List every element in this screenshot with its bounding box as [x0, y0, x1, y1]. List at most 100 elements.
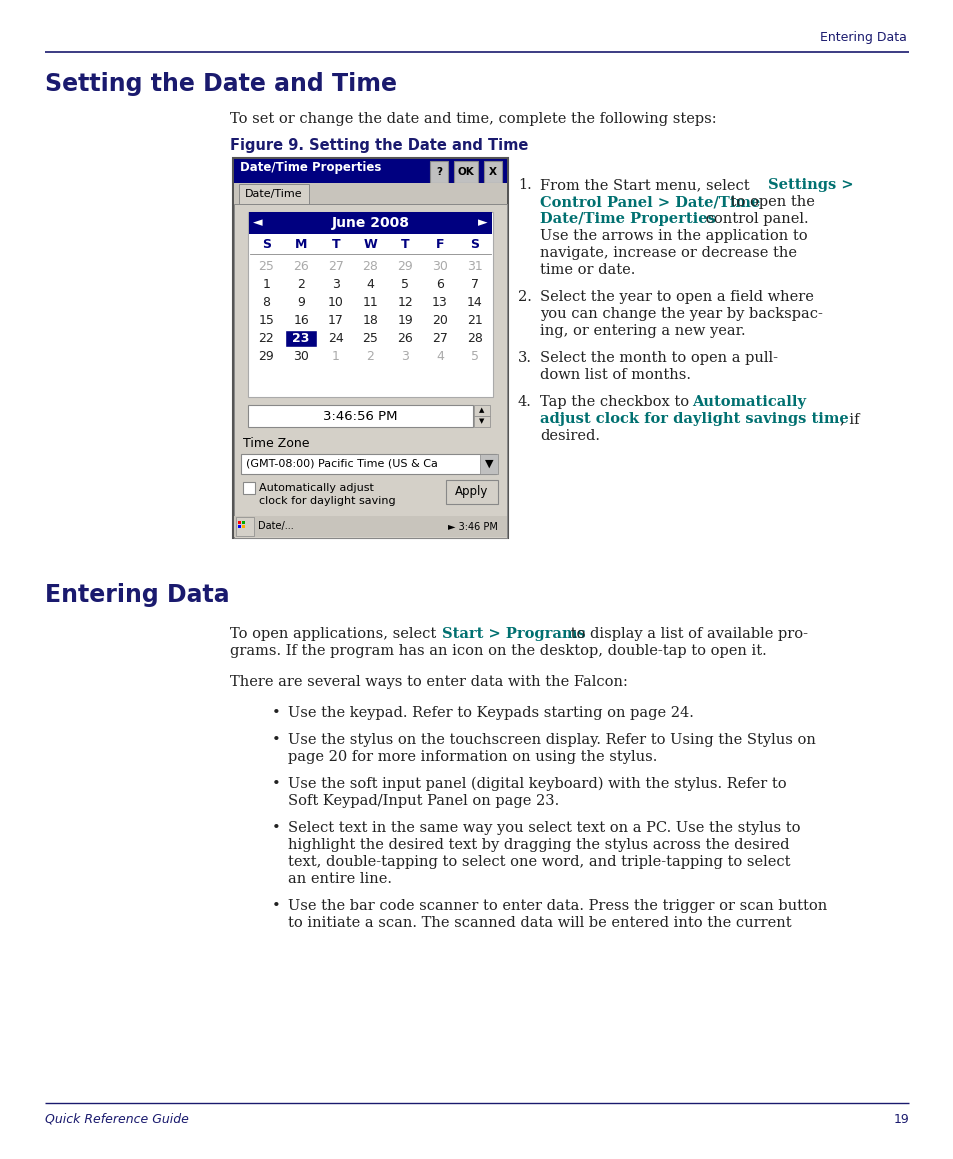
- Text: 15: 15: [258, 314, 274, 328]
- Text: ► 3:46 PM: ► 3:46 PM: [448, 522, 497, 532]
- Bar: [233, 183, 506, 205]
- Text: Time Zone: Time Zone: [243, 437, 309, 450]
- Text: 17: 17: [328, 314, 343, 328]
- Text: ?: ?: [436, 167, 441, 177]
- Text: To set or change the date and time, complete the following steps:: To set or change the date and time, comp…: [230, 112, 716, 126]
- Text: , if: , if: [840, 411, 859, 427]
- Text: June 2008: June 2008: [331, 216, 409, 229]
- Text: an entire line.: an entire line.: [288, 872, 392, 885]
- Text: 27: 27: [328, 261, 343, 274]
- Text: 3: 3: [332, 278, 339, 292]
- Text: Entering Data: Entering Data: [45, 583, 230, 607]
- Text: 9: 9: [296, 297, 305, 309]
- Bar: [284, 330, 317, 347]
- Bar: [479, 454, 497, 474]
- Text: 4.: 4.: [517, 395, 532, 409]
- Text: Use the stylus on the touchscreen display. Refer to Using the Stylus on: Use the stylus on the touchscreen displa…: [288, 732, 815, 748]
- Text: 22: 22: [258, 333, 274, 345]
- Bar: [430, 161, 448, 183]
- Text: Apply: Apply: [455, 486, 488, 498]
- Bar: [446, 480, 497, 504]
- Text: •: •: [272, 706, 280, 720]
- Text: Use the keypad. Refer to Keypads starting on page 24.: Use the keypad. Refer to Keypads startin…: [288, 706, 693, 720]
- Text: Automatically adjust: Automatically adjust: [258, 483, 374, 493]
- Text: Date/Time Properties: Date/Time Properties: [539, 212, 715, 226]
- Text: M: M: [294, 239, 307, 252]
- Text: to display a list of available pro-: to display a list of available pro-: [565, 627, 807, 641]
- Text: 25: 25: [258, 261, 274, 274]
- Text: 3:46:56 PM: 3:46:56 PM: [323, 409, 397, 423]
- Text: 27: 27: [432, 333, 447, 345]
- Text: Use the arrows in the application to: Use the arrows in the application to: [539, 229, 807, 243]
- Text: 25: 25: [362, 333, 378, 345]
- Bar: [248, 212, 493, 398]
- Bar: [483, 161, 501, 183]
- Text: 2: 2: [366, 350, 374, 364]
- Text: X: X: [489, 167, 497, 177]
- Bar: [237, 522, 241, 524]
- Text: ▼: ▼: [478, 418, 484, 424]
- Text: 1.: 1.: [517, 178, 531, 192]
- Bar: [249, 212, 492, 234]
- Bar: [242, 522, 245, 524]
- Bar: [243, 482, 254, 494]
- Text: to open the: to open the: [725, 195, 814, 209]
- Bar: [237, 525, 241, 529]
- Text: Select text in the same way you select text on a PC. Use the stylus to: Select text in the same way you select t…: [288, 821, 800, 834]
- Text: 16: 16: [293, 314, 309, 328]
- Text: time or date.: time or date.: [539, 263, 635, 277]
- Text: Control Panel > Date/Time: Control Panel > Date/Time: [539, 195, 760, 209]
- Text: 21: 21: [466, 314, 482, 328]
- Text: 3.: 3.: [517, 351, 532, 365]
- Text: (GMT-08:00) Pacific Time (US & Ca: (GMT-08:00) Pacific Time (US & Ca: [246, 459, 437, 469]
- Text: 4: 4: [436, 350, 443, 364]
- Text: to initiate a scan. The scanned data will be entered into the current: to initiate a scan. The scanned data wil…: [288, 916, 791, 930]
- Text: 10: 10: [328, 297, 343, 309]
- Text: S: S: [470, 239, 478, 252]
- Text: 4: 4: [366, 278, 374, 292]
- Text: 11: 11: [362, 297, 378, 309]
- Text: ►: ►: [477, 217, 487, 229]
- Text: 8: 8: [262, 297, 270, 309]
- Text: Select the month to open a pull-: Select the month to open a pull-: [539, 351, 778, 365]
- Text: 24: 24: [328, 333, 343, 345]
- Text: OK: OK: [457, 167, 474, 177]
- Text: There are several ways to enter data with the Falcon:: There are several ways to enter data wit…: [230, 675, 627, 688]
- Text: Entering Data: Entering Data: [820, 31, 906, 44]
- Text: 26: 26: [293, 261, 309, 274]
- Text: 29: 29: [396, 261, 413, 274]
- Text: Use the soft input panel (digital keyboard) with the stylus. Refer to: Use the soft input panel (digital keyboa…: [288, 777, 786, 792]
- Text: you can change the year by backspac-: you can change the year by backspac-: [539, 307, 822, 321]
- Text: desired.: desired.: [539, 429, 599, 443]
- Text: •: •: [272, 899, 280, 913]
- Text: •: •: [272, 821, 280, 834]
- Text: Use the bar code scanner to enter data. Press the trigger or scan button: Use the bar code scanner to enter data. …: [288, 899, 826, 913]
- Text: highlight the desired text by dragging the stylus across the desired: highlight the desired text by dragging t…: [288, 838, 789, 852]
- Text: 7: 7: [470, 278, 478, 292]
- Text: control panel.: control panel.: [700, 212, 808, 226]
- Text: Start > Programs: Start > Programs: [441, 627, 585, 641]
- Text: 2.: 2.: [517, 290, 532, 304]
- Text: From the Start menu, select: From the Start menu, select: [539, 178, 754, 192]
- Text: 30: 30: [293, 350, 309, 364]
- Text: F: F: [436, 239, 444, 252]
- Text: ▼: ▼: [484, 459, 493, 469]
- Text: navigate, increase or decrease the: navigate, increase or decrease the: [539, 246, 796, 260]
- Text: page 20 for more information on using the stylus.: page 20 for more information on using th…: [288, 750, 657, 764]
- Text: W: W: [363, 239, 377, 252]
- Text: 23: 23: [292, 333, 310, 345]
- Text: 28: 28: [362, 261, 378, 274]
- Text: •: •: [272, 732, 280, 748]
- Text: Date/Time: Date/Time: [245, 189, 302, 199]
- Bar: [233, 516, 506, 537]
- Text: 28: 28: [466, 333, 482, 345]
- Text: 31: 31: [466, 261, 482, 274]
- Bar: [235, 517, 253, 535]
- Text: 13: 13: [432, 297, 447, 309]
- Text: Date/...: Date/...: [257, 522, 294, 532]
- Text: Quick Reference Guide: Quick Reference Guide: [45, 1113, 189, 1127]
- Text: 19: 19: [892, 1113, 908, 1127]
- Text: Settings >: Settings >: [767, 178, 853, 192]
- Text: Tap the checkbox to: Tap the checkbox to: [539, 395, 693, 409]
- Text: 1: 1: [262, 278, 270, 292]
